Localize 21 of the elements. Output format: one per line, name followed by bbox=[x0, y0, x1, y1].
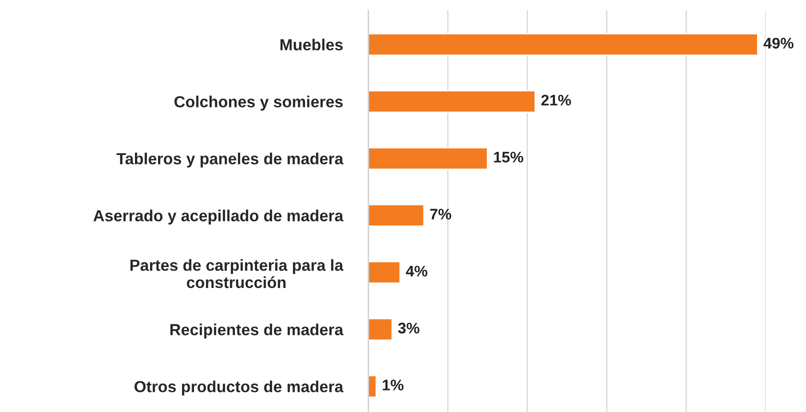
bar bbox=[368, 318, 393, 341]
y-tick-label: Partes de carpinteria para la construcción bbox=[130, 259, 344, 288]
data-label: 49% bbox=[764, 38, 794, 49]
bar bbox=[368, 90, 536, 113]
bar bbox=[368, 374, 377, 398]
y-tick-label: Aserrado y acepillado de madera bbox=[93, 210, 344, 225]
bar bbox=[368, 204, 425, 227]
data-label: 15% bbox=[494, 152, 524, 163]
y-tick-label: Muebles bbox=[280, 38, 343, 50]
bar bbox=[368, 146, 488, 170]
bar bbox=[368, 260, 401, 284]
data-label: 21% bbox=[541, 94, 571, 106]
y-tick-label: Colchones y somieres bbox=[174, 96, 343, 111]
data-label: 1% bbox=[382, 380, 404, 390]
y-tick-label: Otros productos de madera bbox=[134, 380, 344, 396]
data-label: 7% bbox=[430, 208, 452, 220]
y-tick-label: Tableros y paneles de madera bbox=[116, 152, 344, 168]
y-tick-label: Recipientes de madera bbox=[170, 324, 344, 338]
bar bbox=[368, 32, 758, 56]
data-label: 3% bbox=[398, 322, 420, 334]
data-label: 4% bbox=[406, 266, 428, 276]
